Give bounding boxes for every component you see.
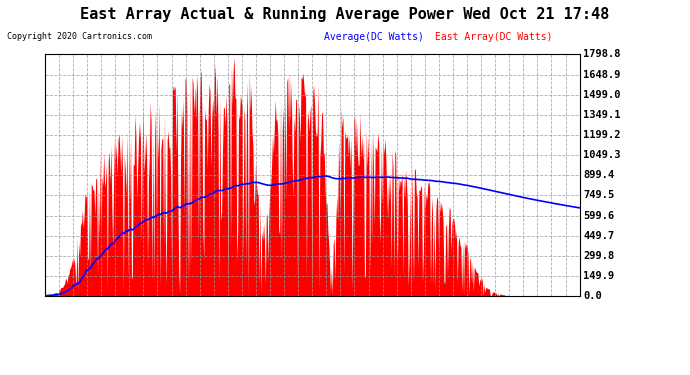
Text: 449.7: 449.7 [583,231,614,241]
Text: 1499.0: 1499.0 [583,90,620,100]
Text: 1798.8: 1798.8 [583,50,620,59]
Text: East Array Actual & Running Average Power Wed Oct 21 17:48: East Array Actual & Running Average Powe… [80,6,610,22]
Text: 1349.1: 1349.1 [583,110,620,120]
Text: 749.5: 749.5 [583,190,614,201]
Text: 1049.3: 1049.3 [583,150,620,160]
Text: Average(DC Watts): Average(DC Watts) [324,32,424,42]
Text: 299.8: 299.8 [583,251,614,261]
Text: 899.4: 899.4 [583,170,614,180]
Text: Copyright 2020 Cartronics.com: Copyright 2020 Cartronics.com [7,32,152,41]
Text: 1199.2: 1199.2 [583,130,620,140]
Text: 1648.9: 1648.9 [583,69,620,80]
Text: East Array(DC Watts): East Array(DC Watts) [435,32,552,42]
Text: 599.6: 599.6 [583,211,614,220]
Text: 0.0: 0.0 [583,291,602,301]
Text: 149.9: 149.9 [583,271,614,281]
